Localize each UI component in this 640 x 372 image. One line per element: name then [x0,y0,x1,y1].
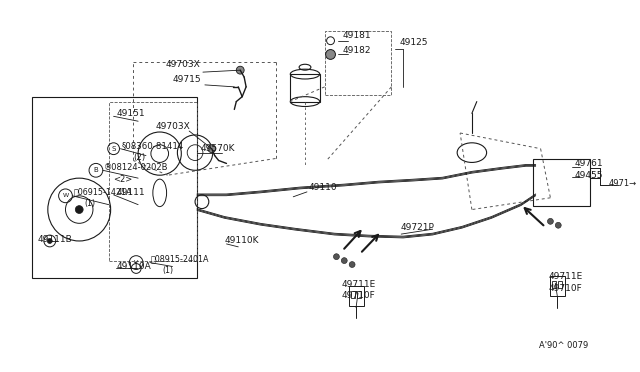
Circle shape [556,222,561,228]
Text: 49181: 49181 [342,31,371,40]
Text: 49110A: 49110A [116,262,151,271]
Text: ⓥ08915-2401A: ⓥ08915-2401A [151,254,209,263]
Text: (1): (1) [84,199,95,208]
Text: 49715: 49715 [173,74,201,83]
Text: 49711E: 49711E [548,272,582,281]
Text: 49703X: 49703X [166,60,200,69]
Circle shape [333,254,339,260]
Text: 49711E: 49711E [341,280,376,289]
Text: 49710F: 49710F [548,283,582,293]
Text: (1): (1) [163,266,174,275]
Bar [291,74,320,102]
Text: B: B [93,167,99,173]
Bar [550,276,565,296]
Text: 49570K: 49570K [201,144,236,153]
Text: W: W [63,193,68,198]
Text: 49182: 49182 [342,46,371,55]
Text: 4971→: 4971→ [609,179,636,187]
Text: ⓦ06915-1421A: ⓦ06915-1421A [74,187,132,196]
Text: A'90^ 0079: A'90^ 0079 [539,340,588,350]
Bar [109,102,197,261]
Bar [324,31,392,95]
Bar [351,291,355,298]
Text: 49151: 49151 [116,109,145,118]
Bar [532,158,589,206]
Text: 49710F: 49710F [341,291,375,301]
Bar [32,97,197,278]
Text: 49721P: 49721P [400,223,434,232]
Circle shape [208,145,216,153]
Bar [552,281,556,288]
Text: 49455: 49455 [575,171,604,180]
Circle shape [547,218,554,224]
Text: 49110K: 49110K [225,237,259,246]
Text: (2): (2) [133,153,145,162]
Circle shape [349,262,355,267]
Text: 49125: 49125 [399,38,428,47]
Circle shape [236,66,244,74]
Text: V: V [134,260,138,265]
Text: S: S [111,146,116,152]
Bar [558,281,562,288]
Circle shape [76,206,83,214]
Text: 49703X: 49703X [156,122,191,131]
Bar [357,291,361,298]
Text: 49111B: 49111B [38,234,73,244]
Text: §08360-81414: §08360-81414 [122,141,184,150]
Text: 49761: 49761 [575,159,604,168]
Circle shape [47,238,52,243]
Circle shape [326,49,335,60]
Text: <2>: <2> [113,174,133,184]
Text: 49111: 49111 [116,188,145,198]
Text: 49110: 49110 [309,183,337,192]
Text: ®08124-0202B: ®08124-0202B [104,163,168,172]
Bar [349,286,364,306]
Circle shape [341,258,348,263]
